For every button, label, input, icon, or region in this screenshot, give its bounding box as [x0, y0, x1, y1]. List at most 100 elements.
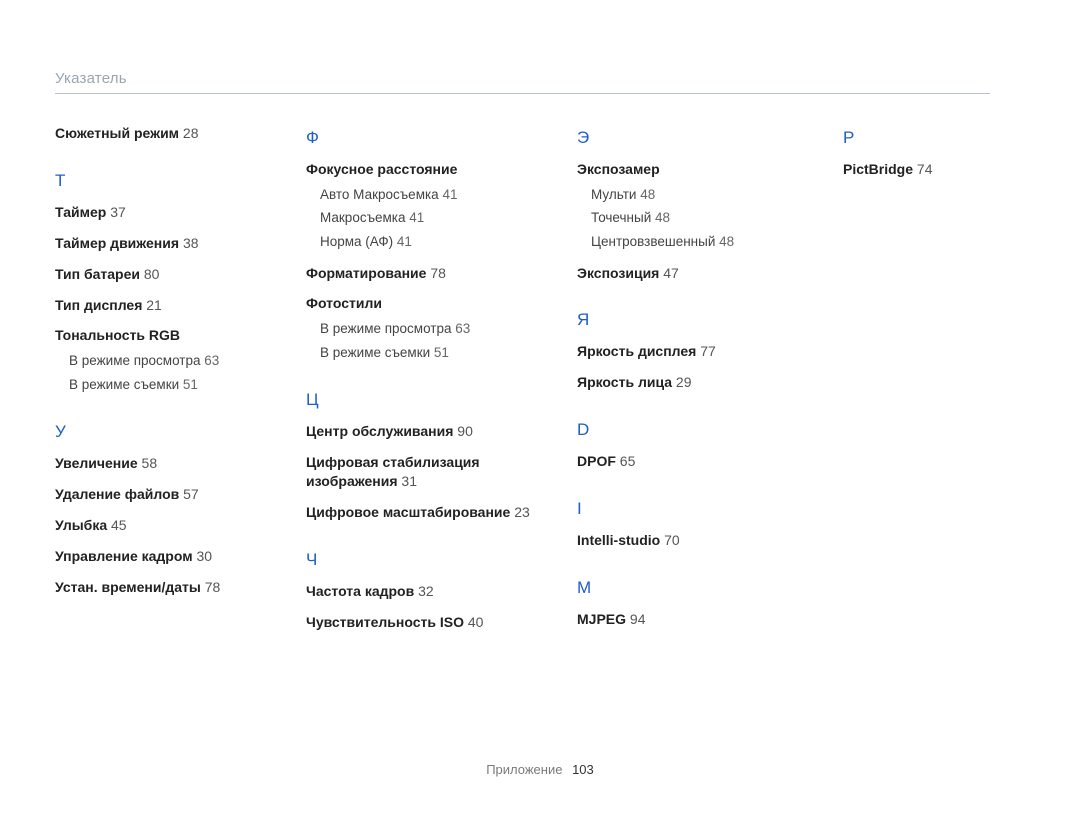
index-letter: P — [843, 128, 1023, 148]
index-letter: Я — [577, 310, 797, 330]
index-entry-text: Частота кадров — [306, 583, 414, 599]
index-entry-page: 70 — [664, 532, 680, 548]
index-entry-page: 32 — [418, 583, 434, 599]
index-subentry-text: В режиме съемки — [69, 377, 179, 392]
index-subentry: В режиме съемки 51 — [69, 375, 260, 395]
index-subentry: В режиме съемки 51 — [320, 343, 531, 363]
index-subentry-page: 48 — [655, 210, 670, 225]
index-entry: MJPEG 94 — [577, 610, 797, 629]
index-entry-page: 77 — [700, 343, 716, 359]
index-letter: Ф — [306, 128, 531, 148]
index-subentry: Точечный 48 — [591, 208, 797, 228]
index-entry-page: 80 — [144, 266, 160, 282]
index-entry: Цифровое масштабирование 23 — [306, 503, 531, 522]
page-header: Указатель — [55, 70, 990, 94]
index-entry-page: 21 — [146, 297, 162, 313]
index-subentry: В режиме просмотра 63 — [69, 351, 260, 371]
index-entry-page: 74 — [917, 161, 933, 177]
index-entry-page: 65 — [620, 453, 636, 469]
index-subentry-text: Мульти — [591, 187, 636, 202]
index-entry-page: 40 — [468, 614, 484, 630]
index-entry-text: Чувствительность ISO — [306, 614, 464, 630]
index-entry: Тип дисплея 21 — [55, 296, 260, 315]
index-entry-page: 28 — [183, 125, 199, 141]
index-subentry-text: Авто Макросъемка — [320, 187, 439, 202]
index-entry: Удаление файлов 57 — [55, 485, 260, 504]
index-entry-page: 30 — [196, 548, 212, 564]
index-entry-text: Intelli-studio — [577, 532, 660, 548]
index-subentry-text: Макросъемка — [320, 210, 406, 225]
index-entry: Чувствительность ISO 40 — [306, 613, 531, 632]
index-entry-text: Сюжетный режим — [55, 125, 179, 141]
index-columns: Сюжетный режим 28ТТаймер 37Таймер движен… — [55, 124, 990, 638]
index-entry-text: Таймер — [55, 204, 106, 220]
index-subentry-page: 51 — [183, 377, 198, 392]
index-entry: PictBridge 74 — [843, 160, 1023, 179]
index-entry-page: 78 — [430, 265, 446, 281]
index-column: P PictBridge 74 — [843, 124, 1023, 638]
index-entry-text: DPOF — [577, 453, 616, 469]
index-entry: Intelli-studio 70 — [577, 531, 797, 550]
index-entry: Фотостили — [306, 294, 531, 313]
index-entry-page: 23 — [514, 504, 530, 520]
index-subentry-page: 48 — [719, 234, 734, 249]
index-subentry: В режиме просмотра 63 — [320, 319, 531, 339]
index-entry-text: Устан. времени/даты — [55, 579, 201, 595]
index-subentry-text: Норма (АФ) — [320, 234, 393, 249]
index-entry: Яркость лица 29 — [577, 373, 797, 392]
index-entry-text: Фокусное расстояние — [306, 161, 457, 177]
index-letter: M — [577, 578, 797, 598]
footer-page-number: 103 — [572, 762, 594, 777]
index-entry-text: Яркость дисплея — [577, 343, 696, 359]
index-entry-text: Экспозиция — [577, 265, 659, 281]
index-entry-page: 58 — [142, 455, 158, 471]
index-entry-page: 38 — [183, 235, 199, 251]
index-entry-page: 57 — [183, 486, 199, 502]
index-letter: У — [55, 422, 260, 442]
index-column: Сюжетный режим 28ТТаймер 37Таймер движен… — [55, 124, 260, 638]
index-entry: Увеличение 58 — [55, 454, 260, 473]
index-entry: Яркость дисплея 77 — [577, 342, 797, 361]
index-subentry-page: 41 — [442, 187, 457, 202]
index-entry: DPOF 65 — [577, 452, 797, 471]
index-entry: Форматирование 78 — [306, 264, 531, 283]
index-entry-text: Тип батареи — [55, 266, 140, 282]
index-entry: Сюжетный режим 28 — [55, 124, 260, 143]
index-subentry-page: 41 — [409, 210, 424, 225]
index-entry: Экспозамер — [577, 160, 797, 179]
index-letter: I — [577, 499, 797, 519]
index-entry-page: 94 — [630, 611, 646, 627]
index-entry-text: Улыбка — [55, 517, 107, 533]
index-letter: D — [577, 420, 797, 440]
index-entry-text: Экспозамер — [577, 161, 660, 177]
index-letter: Ч — [306, 550, 531, 570]
footer-section-label: Приложение — [486, 762, 562, 777]
index-entry: Тональность RGB — [55, 326, 260, 345]
index-subentry-text: В режиме просмотра — [320, 321, 452, 336]
index-entry-text: Фотостили — [306, 295, 382, 311]
index-entry: Улыбка 45 — [55, 516, 260, 535]
index-entry: Таймер движения 38 — [55, 234, 260, 253]
index-entry: Тип батареи 80 — [55, 265, 260, 284]
index-entry: Управление кадром 30 — [55, 547, 260, 566]
index-entry-text: Управление кадром — [55, 548, 193, 564]
index-subentry-text: Центровзвешенный — [591, 234, 715, 249]
index-entry-page: 47 — [663, 265, 679, 281]
index-entry-text: Центр обслуживания — [306, 423, 453, 439]
index-subentry-page: 51 — [434, 345, 449, 360]
index-entry: Фокусное расстояние — [306, 160, 531, 179]
index-subentry: Макросъемка 41 — [320, 208, 531, 228]
index-subentry: Авто Макросъемка 41 — [320, 185, 531, 205]
index-column: ФФокусное расстояниеАвто Макросъемка 41М… — [306, 124, 531, 638]
index-column: ЭЭкспозамерМульти 48Точечный 48Центровзв… — [577, 124, 797, 638]
index-entry: Центр обслуживания 90 — [306, 422, 531, 441]
index-entry: Частота кадров 32 — [306, 582, 531, 601]
index-page: Указатель Сюжетный режим 28ТТаймер 37Тай… — [0, 0, 1080, 815]
index-subentry: Мульти 48 — [591, 185, 797, 205]
index-subentry-page: 48 — [640, 187, 655, 202]
index-subentry-page: 41 — [397, 234, 412, 249]
index-entry-text: Удаление файлов — [55, 486, 179, 502]
index-entry-page: 78 — [205, 579, 221, 595]
index-subentry: Центровзвешенный 48 — [591, 232, 797, 252]
index-entry: Устан. времени/даты 78 — [55, 578, 260, 597]
